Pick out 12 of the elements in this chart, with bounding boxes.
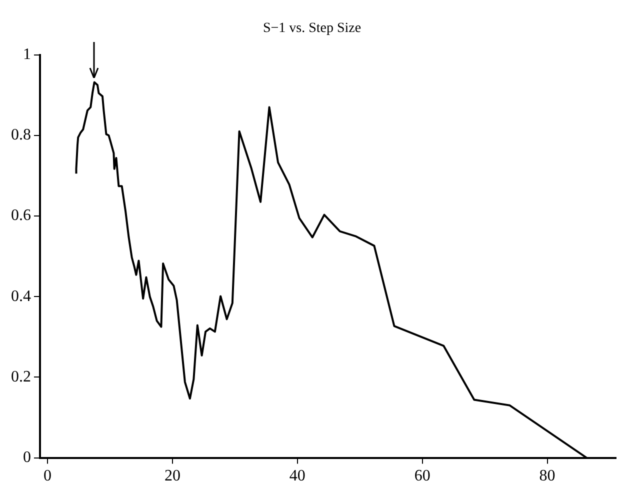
y-tick-label: 1 [23, 46, 31, 64]
x-tick-label: 0 [43, 468, 52, 485]
y-tick-label: 0.4 [11, 288, 31, 305]
y-tick-label: 0.2 [11, 368, 31, 386]
x-tick-label: 40 [289, 468, 306, 485]
y-tick-label: 0.6 [11, 207, 31, 224]
y-tick-label: 0 [23, 449, 31, 466]
y-tick-label: 0.8 [11, 126, 31, 144]
x-tick-label: 60 [414, 468, 430, 485]
chart-title: S−1 vs. Step Size [262, 21, 362, 36]
x-tick-label: 20 [164, 468, 180, 485]
x-tick-label: 80 [539, 468, 556, 485]
